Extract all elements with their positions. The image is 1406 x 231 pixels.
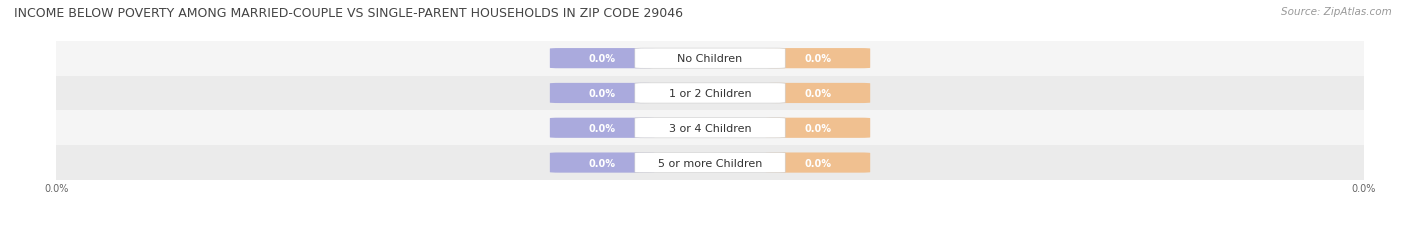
Text: Source: ZipAtlas.com: Source: ZipAtlas.com bbox=[1281, 7, 1392, 17]
FancyBboxPatch shape bbox=[766, 153, 870, 173]
Bar bbox=[56, 76, 1364, 111]
FancyBboxPatch shape bbox=[550, 118, 654, 138]
Text: 3 or 4 Children: 3 or 4 Children bbox=[669, 123, 751, 133]
Text: INCOME BELOW POVERTY AMONG MARRIED-COUPLE VS SINGLE-PARENT HOUSEHOLDS IN ZIP COD: INCOME BELOW POVERTY AMONG MARRIED-COUPL… bbox=[14, 7, 683, 20]
FancyBboxPatch shape bbox=[636, 49, 785, 69]
Text: 1 or 2 Children: 1 or 2 Children bbox=[669, 88, 751, 99]
Bar bbox=[56, 111, 1364, 146]
Text: 5 or more Children: 5 or more Children bbox=[658, 158, 762, 168]
Bar bbox=[56, 42, 1364, 76]
Text: 0.0%: 0.0% bbox=[804, 158, 831, 168]
FancyBboxPatch shape bbox=[766, 118, 870, 138]
Bar bbox=[56, 146, 1364, 180]
Text: 0.0%: 0.0% bbox=[589, 123, 616, 133]
FancyBboxPatch shape bbox=[550, 49, 654, 69]
Text: 0.0%: 0.0% bbox=[589, 54, 616, 64]
FancyBboxPatch shape bbox=[636, 153, 785, 173]
FancyBboxPatch shape bbox=[766, 84, 870, 103]
FancyBboxPatch shape bbox=[636, 84, 785, 103]
Text: 0.0%: 0.0% bbox=[589, 158, 616, 168]
Text: No Children: No Children bbox=[678, 54, 742, 64]
FancyBboxPatch shape bbox=[550, 84, 654, 103]
FancyBboxPatch shape bbox=[636, 118, 785, 138]
FancyBboxPatch shape bbox=[550, 153, 654, 173]
Text: 0.0%: 0.0% bbox=[589, 88, 616, 99]
Text: 0.0%: 0.0% bbox=[804, 54, 831, 64]
Text: 0.0%: 0.0% bbox=[804, 88, 831, 99]
Text: 0.0%: 0.0% bbox=[804, 123, 831, 133]
FancyBboxPatch shape bbox=[766, 49, 870, 69]
